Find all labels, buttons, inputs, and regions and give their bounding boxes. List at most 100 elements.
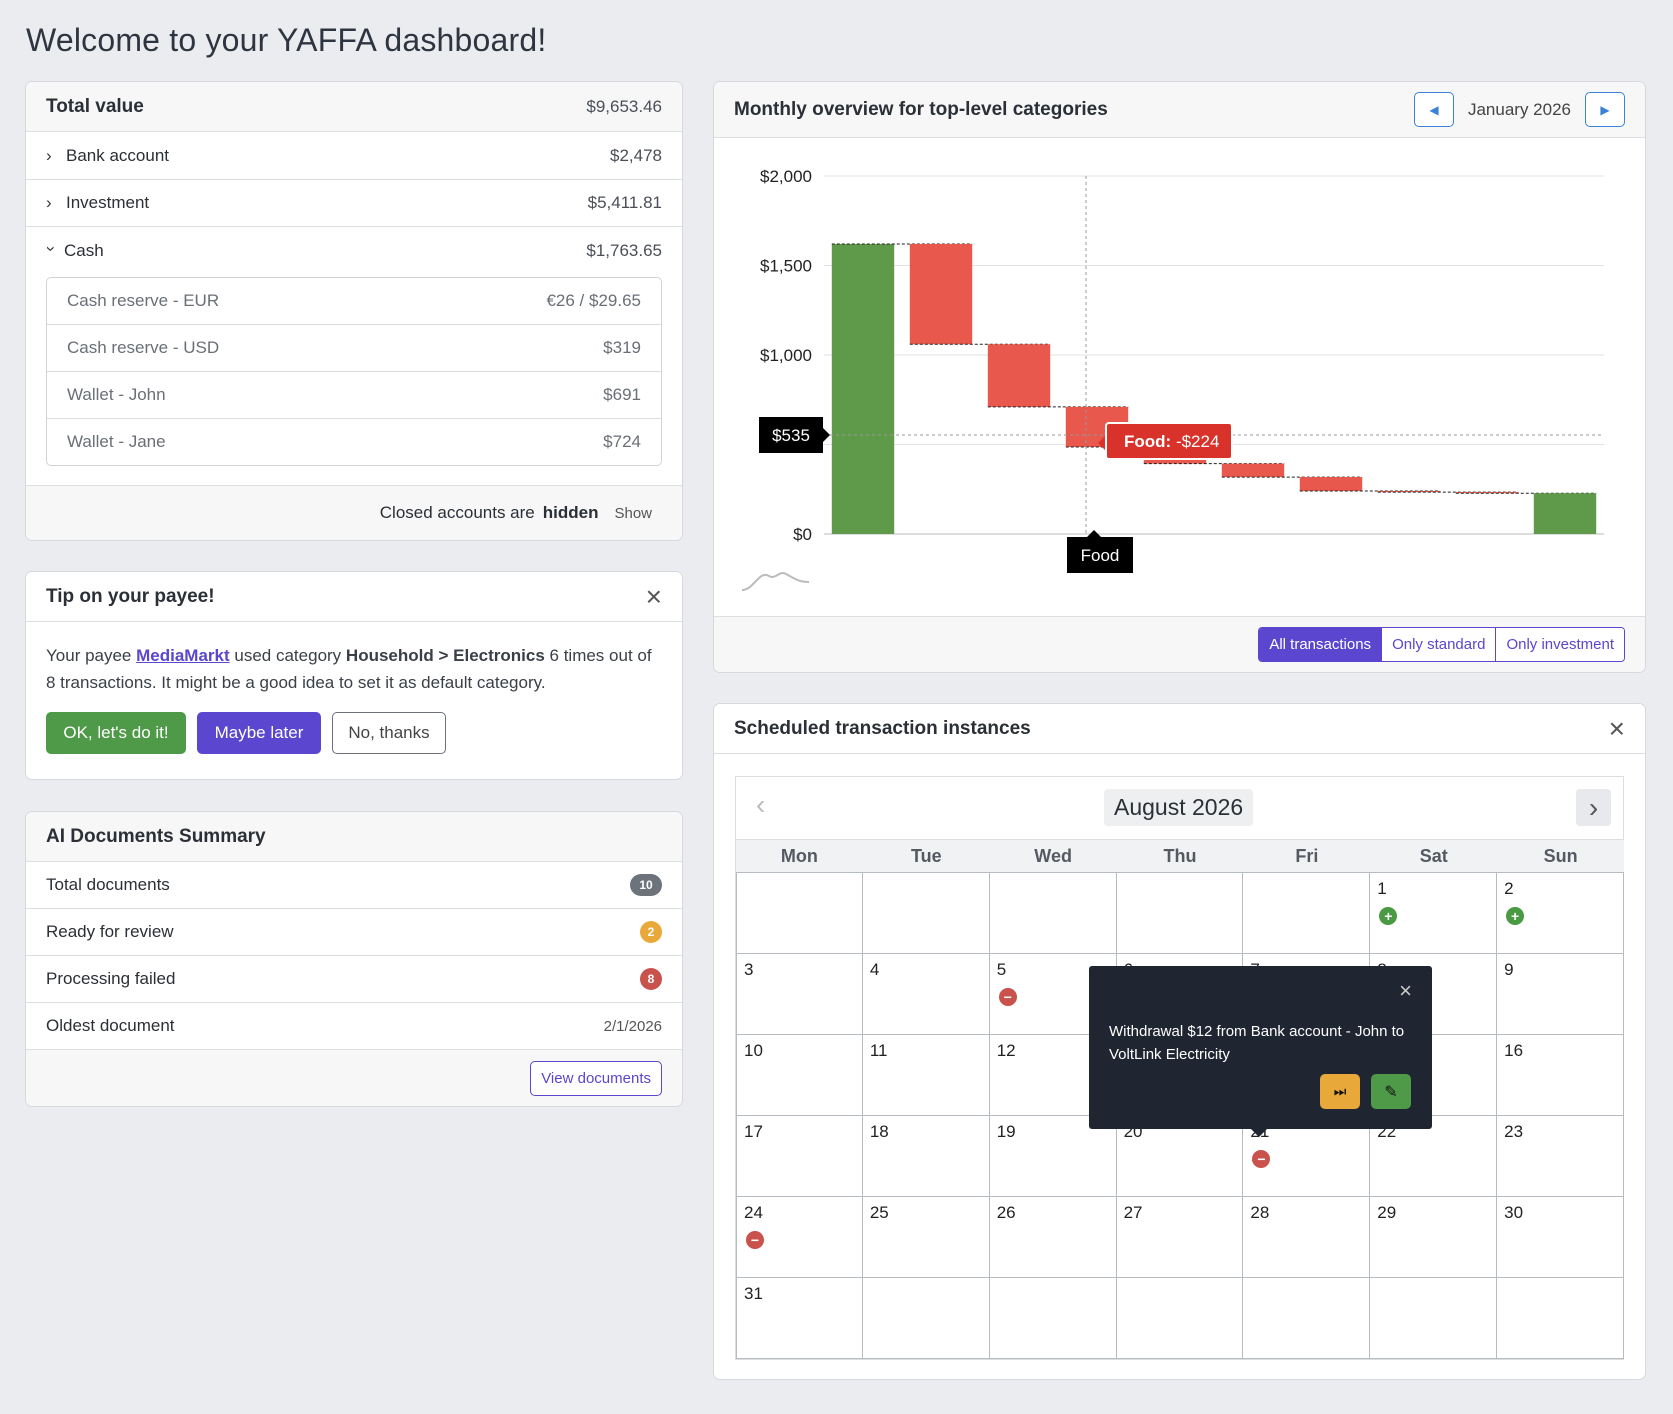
day-number: 11 [869,1041,888,1060]
ai-doc-label: Oldest document [46,1016,175,1035]
withdrawal-event-icon[interactable]: − [746,1231,764,1249]
day-number: 26 [996,1203,1016,1222]
calendar-day[interactable]: 18 [862,1116,990,1197]
total-value-card: Total value $9,653.46 › Bank account $2,4… [25,81,683,541]
filter-all-transactions[interactable]: All transactions [1259,628,1382,661]
calendar-day-empty [1116,1278,1244,1359]
payee-tip-body: Your payee MediaMarkt used category Hous… [26,622,682,696]
waterfall-change-bar[interactable] [1221,463,1285,478]
calendar-day[interactable]: 27 [1116,1197,1244,1278]
calendar-prev-icon[interactable]: ‹ [756,789,766,820]
close-icon[interactable]: × [1399,978,1412,1003]
calendar-day[interactable]: 24 − [736,1197,863,1278]
dismiss-tip-button[interactable]: No, thanks [332,712,446,754]
day-number: 29 [1377,1203,1397,1222]
chart-logo-icon [741,572,810,591]
tip-text: Your payee [46,646,132,665]
accept-tip-button[interactable]: OK, let's do it! [46,712,186,754]
account-group-bank[interactable]: › Bank account $2,478 [26,132,682,180]
account-row[interactable]: Cash reserve - EUR €26 / $29.65 [47,278,661,325]
failed-documents-badge: 8 [640,968,662,990]
filter-only-standard[interactable]: Only standard [1381,628,1496,661]
day-number: 4 [869,960,880,979]
weekday-label: Mon [780,845,818,866]
calendar-day[interactable]: 28 [1243,1197,1371,1278]
close-icon[interactable]: × [1608,712,1625,744]
calendar-day[interactable]: 3 [736,954,863,1035]
view-documents-button[interactable]: View documents [530,1060,662,1096]
show-closed-link[interactable]: Show [614,504,652,522]
calendar-day[interactable]: 2 + [1497,873,1624,954]
waterfall-change-bar[interactable] [1299,477,1363,492]
account-group-amount: $2,478 [610,145,662,165]
calendar-day[interactable]: 17 [736,1116,863,1197]
chevron-right-icon: › [46,193,52,212]
weekday-label: Thu [1163,845,1197,866]
day-number: 30 [1504,1203,1524,1222]
calendar-day[interactable]: 29 [1370,1197,1498,1278]
closed-accounts-footer: Closed accounts are hidden Show [26,485,682,540]
calendar-day-empty [989,873,1117,954]
calendar-day-empty [862,873,990,954]
account-group-label: Cash [64,240,104,260]
calendar-day[interactable]: 11 [862,1035,990,1116]
weekday-label: Fri [1295,845,1319,866]
previous-month-button[interactable]: ◀ [1413,92,1454,127]
weekday-label: Wed [1034,845,1072,866]
calendar-day-empty [1243,873,1371,954]
calendar-day-empty [862,1278,990,1359]
account-amount: $691 [603,385,641,404]
ai-doc-label: Processing failed [46,969,176,988]
account-group-investment[interactable]: › Investment $5,411.81 [26,180,682,227]
calendar-day[interactable]: 10 [736,1035,863,1116]
account-row[interactable]: Wallet - Jane $724 [47,419,661,465]
withdrawal-event-icon[interactable]: − [998,988,1017,1006]
account-name: Cash reserve - EUR [67,291,220,310]
cursor-value-label: $535 [759,417,830,453]
edit-instance-button[interactable]: ✎ [1371,1074,1411,1109]
calendar-day[interactable]: 26 [989,1197,1117,1278]
waterfall-total-bar[interactable] [1533,493,1597,534]
calendar-day[interactable]: 1 + [1370,873,1498,954]
calendar-day[interactable]: 25 [862,1197,990,1278]
waterfall-change-bar[interactable] [909,244,973,345]
close-icon[interactable]: × [645,580,662,612]
day-number: 12 [996,1041,1016,1060]
next-month-button[interactable]: ▶ [1585,92,1625,127]
calendar-day[interactable]: 19 [989,1116,1117,1197]
payee-link[interactable]: MediaMarkt [136,646,230,665]
account-name: Cash reserve - USD [67,338,220,357]
scheduled-transactions-title: Scheduled transaction instances [734,717,1031,739]
deposit-event-icon[interactable]: + [1379,907,1398,925]
calendar: ‹ August 2026 › Mon Tue Wed Thu Fri Sat … [735,776,1624,1360]
waterfall-chart[interactable]: $0$500$1,000$1,500$2,000 $535 Food Food:… [714,138,1646,618]
withdrawal-event-icon[interactable]: − [1252,1150,1271,1168]
calendar-day-empty [989,1278,1117,1359]
calendar-day[interactable]: 23 [1497,1116,1624,1197]
account-row[interactable]: Cash reserve - USD $319 [47,325,661,372]
cash-accounts-list: Cash reserve - EUR €26 / $29.65 Cash res… [46,277,662,466]
ai-doc-row-oldest: Oldest document 2/1/2026 [26,1003,682,1050]
calendar-next-button[interactable]: › [1576,789,1611,826]
waterfall-change-bar[interactable] [987,344,1051,407]
calendar-day[interactable]: 30 [1497,1197,1624,1278]
waterfall-total-bar[interactable] [831,244,895,534]
popover-arrow [1251,1129,1267,1137]
total-value-title: Total value [46,95,144,117]
account-row[interactable]: Wallet - John $691 [47,372,661,419]
waterfall-change-bar[interactable] [1455,492,1519,494]
day-number: 3 [744,960,754,979]
maybe-later-button[interactable]: Maybe later [197,712,321,754]
calendar-day[interactable]: 16 [1497,1035,1624,1116]
skip-instance-button[interactable]: ⏭ [1320,1074,1360,1109]
day-number: 16 [1504,1041,1524,1060]
tip-text: used category [234,646,342,665]
account-group-cash[interactable]: › Cash $1,763.65 [26,227,682,274]
deposit-event-icon[interactable]: + [1506,907,1525,925]
waterfall-change-bar[interactable] [1377,491,1441,493]
ai-doc-row-failed: Processing failed 8 [26,956,682,1003]
filter-only-investment[interactable]: Only investment [1495,628,1624,661]
calendar-day[interactable]: 31 [736,1278,863,1359]
calendar-day[interactable]: 9 [1497,954,1624,1035]
calendar-day[interactable]: 4 [862,954,990,1035]
